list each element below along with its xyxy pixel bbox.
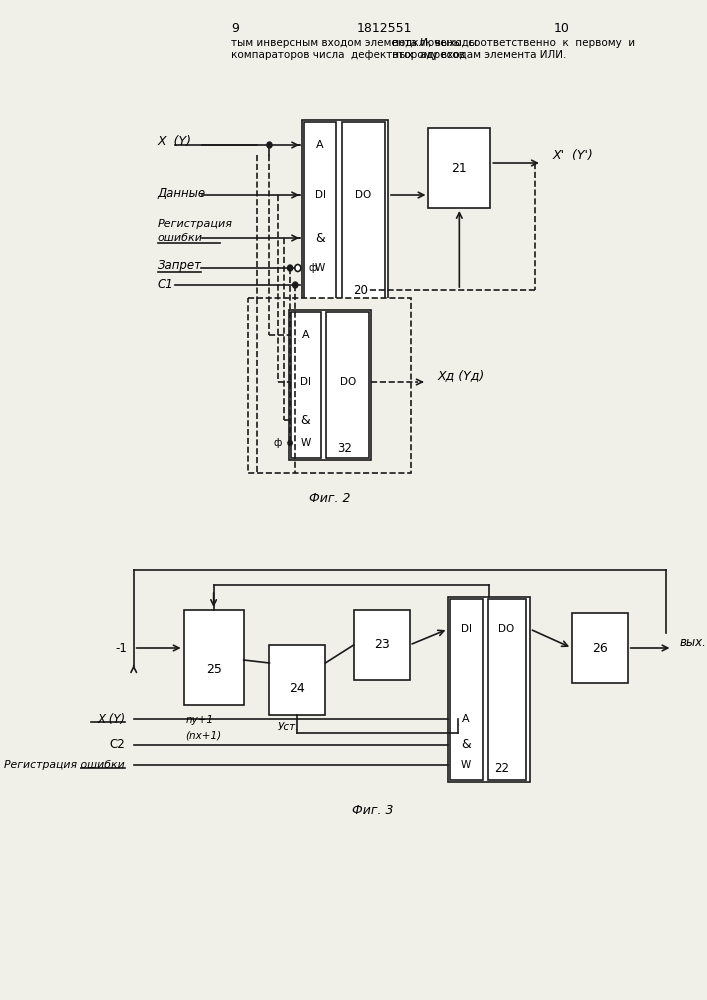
Text: Фиг. 2: Фиг. 2 xyxy=(309,491,351,504)
Text: 1812551: 1812551 xyxy=(357,22,412,35)
Circle shape xyxy=(267,142,272,148)
Circle shape xyxy=(288,265,293,271)
Text: A: A xyxy=(316,140,324,150)
Text: X  (Y): X (Y) xyxy=(158,135,192,148)
Text: 9: 9 xyxy=(231,22,239,35)
Text: 32: 32 xyxy=(338,442,353,454)
Text: X (Y): X (Y) xyxy=(97,712,125,726)
Bar xyxy=(248,298,411,473)
Bar xyxy=(572,613,628,683)
Text: 22: 22 xyxy=(494,762,509,774)
Bar xyxy=(304,122,337,303)
Text: ошибки: ошибки xyxy=(158,233,203,243)
Circle shape xyxy=(293,282,298,288)
Text: 21: 21 xyxy=(452,161,467,174)
Text: A: A xyxy=(462,714,470,724)
Text: DO: DO xyxy=(498,624,515,634)
Text: DI: DI xyxy=(461,624,472,634)
Text: &: & xyxy=(315,232,325,244)
Text: W: W xyxy=(315,263,325,273)
Bar xyxy=(488,599,526,780)
Text: &: & xyxy=(462,738,471,752)
Bar xyxy=(428,128,490,208)
Text: Регистрация ошибки: Регистрация ошибки xyxy=(4,760,125,770)
Text: Xд (Yд): Xд (Yд) xyxy=(438,369,485,382)
Bar xyxy=(269,645,325,715)
Text: DI: DI xyxy=(300,377,311,387)
Text: C2: C2 xyxy=(110,738,125,752)
Circle shape xyxy=(295,264,300,271)
Bar xyxy=(184,610,244,705)
Text: подключены  соответственно  к  первому  и
второму входам элемента ИЛИ.: подключены соответственно к первому и вт… xyxy=(392,38,636,60)
Text: nу+1: nу+1 xyxy=(185,715,214,725)
Text: DI: DI xyxy=(315,190,326,200)
Text: 25: 25 xyxy=(206,663,221,676)
Bar xyxy=(326,312,369,458)
Text: W: W xyxy=(461,760,472,770)
Text: -1: -1 xyxy=(116,642,128,654)
Text: 23: 23 xyxy=(374,639,390,652)
Text: A: A xyxy=(302,330,310,340)
Text: Регистрация: Регистрация xyxy=(158,219,233,229)
Text: Уст.: Уст. xyxy=(278,722,300,732)
Text: 26: 26 xyxy=(592,642,608,654)
Bar xyxy=(341,122,385,303)
Bar xyxy=(289,310,371,460)
Text: DO: DO xyxy=(339,377,356,387)
Text: C1: C1 xyxy=(158,278,173,292)
Text: 10: 10 xyxy=(554,22,570,35)
Circle shape xyxy=(288,440,292,446)
Text: 20: 20 xyxy=(353,284,368,296)
Bar xyxy=(354,610,409,680)
Text: DO: DO xyxy=(355,190,371,200)
Text: ф: ф xyxy=(274,438,282,448)
Text: Данные: Данные xyxy=(158,186,206,200)
Text: &: & xyxy=(300,414,310,426)
Bar xyxy=(302,120,388,305)
Text: тым инверсным входом элемента И, выходы
компараторов числа  дефектных  адресов: тым инверсным входом элемента И, выходы … xyxy=(230,38,477,60)
Bar xyxy=(450,599,483,780)
Text: ф: ф xyxy=(308,263,317,273)
Text: (nх+1): (nх+1) xyxy=(185,730,221,740)
Text: 24: 24 xyxy=(289,682,305,694)
Text: Фиг. 3: Фиг. 3 xyxy=(352,804,393,816)
Text: вых.: вых. xyxy=(679,637,706,650)
Text: Запрет: Запрет xyxy=(158,259,201,272)
Bar xyxy=(448,597,530,782)
Text: X'  (Y'): X' (Y') xyxy=(552,148,593,161)
Bar xyxy=(291,312,321,458)
Text: W: W xyxy=(300,438,310,448)
